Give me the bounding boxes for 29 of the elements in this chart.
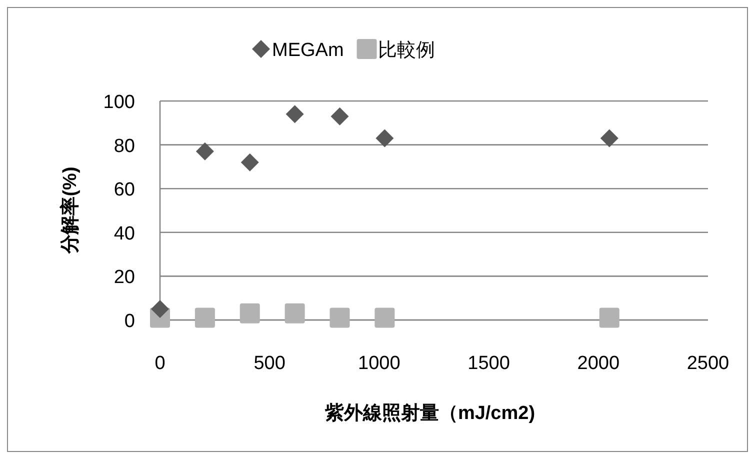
y-tick-label: 40	[114, 223, 135, 244]
point	[194, 308, 215, 328]
point	[196, 142, 214, 160]
x-tick-label: 0	[154, 353, 166, 374]
point	[330, 107, 349, 126]
y-tick-label: 80	[114, 136, 135, 157]
point	[376, 129, 394, 148]
x-tick-label: 1500	[468, 353, 510, 374]
y-tick-label: 100	[103, 92, 135, 113]
point	[151, 300, 169, 318]
legend-label: MEGAm	[272, 40, 344, 61]
x-tick-label: 500	[254, 353, 286, 374]
y-tick-label: 60	[114, 180, 135, 201]
point	[599, 308, 620, 328]
y-tick-label: 20	[114, 267, 135, 288]
x-tick-label: 2500	[686, 353, 730, 374]
x-tick-label: 2000	[577, 353, 620, 374]
point	[240, 153, 259, 172]
point	[286, 105, 304, 124]
point	[330, 308, 350, 328]
y-axis-title: 分解率(%)	[59, 166, 81, 254]
point	[284, 303, 305, 324]
x-axis-title: 紫外線照射量（mJ/cm2)	[324, 402, 536, 424]
point	[240, 303, 260, 324]
legend-label: 比較例	[378, 40, 435, 61]
y-tick-label: 0	[124, 311, 135, 332]
point	[374, 308, 395, 328]
x-tick-label: 1000	[358, 353, 400, 374]
point	[600, 129, 618, 148]
